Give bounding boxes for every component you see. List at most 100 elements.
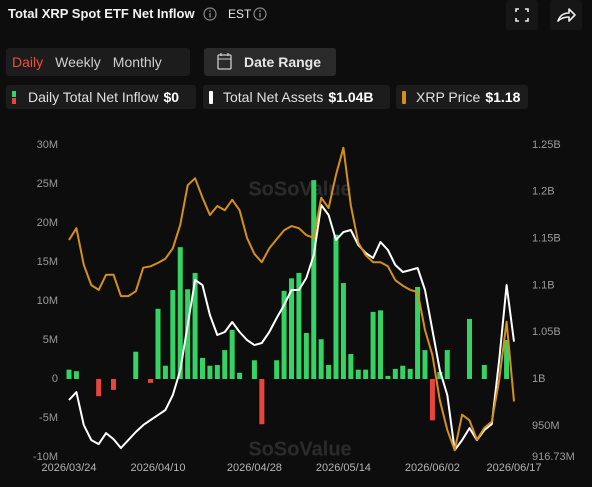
bar xyxy=(504,340,510,379)
bar xyxy=(289,278,294,379)
bar xyxy=(96,379,102,397)
y2-tick-label: 916.73M xyxy=(532,451,575,463)
y2-tick-label: 1.1B xyxy=(532,279,555,291)
legend-value: $1.04B xyxy=(328,89,374,105)
bar xyxy=(370,311,376,379)
tab[interactable]: Monthly xyxy=(112,54,162,70)
bar xyxy=(296,272,302,379)
bar xyxy=(392,368,398,379)
legend-value: $1.18 xyxy=(485,89,521,105)
y-tick-label: -10M xyxy=(33,451,58,463)
legend-swatch xyxy=(402,91,406,104)
info-icon[interactable] xyxy=(203,7,217,21)
bar xyxy=(333,234,339,379)
info-icon[interactable] xyxy=(253,7,267,21)
bar xyxy=(318,339,324,379)
tab-group: Daily Weekly Monthly xyxy=(6,48,190,76)
bar xyxy=(348,354,354,379)
y2-tick-label: 1.15B xyxy=(532,233,561,245)
bar xyxy=(400,365,406,379)
x-tick-label: 2026/06/17 xyxy=(486,462,541,474)
watermark: SoSoValue xyxy=(248,438,351,460)
y-tick-label: -5M xyxy=(39,412,58,424)
share-button[interactable] xyxy=(550,0,582,30)
bar xyxy=(363,369,369,379)
y-tick-label: 30M xyxy=(37,139,58,151)
bar xyxy=(355,369,361,379)
y2-tick-label: 1.25B xyxy=(532,139,561,151)
bar xyxy=(437,371,443,379)
bar xyxy=(429,379,435,421)
bar xyxy=(66,369,72,379)
bar xyxy=(378,310,383,379)
fullscreen-button[interactable] xyxy=(506,0,538,30)
bar xyxy=(422,350,428,379)
line xyxy=(68,146,515,452)
y-tick-label: 15M xyxy=(37,256,58,268)
y2-tick-label: 1B xyxy=(532,373,545,385)
x-tick-label: 2026/06/02 xyxy=(405,462,460,474)
x-tick-label: 2026/03/24 xyxy=(41,462,96,474)
bar xyxy=(303,332,309,379)
bar xyxy=(407,368,413,379)
bar xyxy=(311,180,317,379)
tab[interactable]: Weekly xyxy=(55,54,101,70)
bar xyxy=(222,350,228,379)
y2-tick-label: 950M xyxy=(532,420,560,432)
date-range-label: Date Range xyxy=(244,54,322,70)
bar xyxy=(481,364,487,379)
bar xyxy=(274,360,280,379)
bar xyxy=(467,318,472,379)
legend-swatch xyxy=(209,91,213,104)
x-tick-label: 2026/05/14 xyxy=(316,462,371,474)
bar xyxy=(200,357,205,379)
bar xyxy=(73,371,79,379)
bar xyxy=(229,329,235,379)
bar xyxy=(185,289,191,379)
bar xyxy=(155,308,161,379)
tab[interactable]: Daily xyxy=(12,54,44,70)
calendar-icon xyxy=(217,53,232,70)
bar xyxy=(162,365,168,379)
legend-item[interactable]: Daily Total Net Inflow $0 xyxy=(6,85,196,109)
bar xyxy=(170,290,176,379)
bar xyxy=(207,365,213,379)
bar xyxy=(415,286,421,379)
bar xyxy=(133,351,139,379)
y-tick-label: 5M xyxy=(43,334,58,346)
legend-item[interactable]: XRP Price $1.18 xyxy=(396,85,528,109)
title: Total XRP Spot ETF Net Inflow xyxy=(8,6,195,21)
y-tick-label: 10M xyxy=(37,295,58,307)
y-tick-label: 20M xyxy=(37,217,58,229)
y-tick-label: 0 xyxy=(52,373,58,385)
legend-swatch xyxy=(12,91,16,104)
x-tick-label: 2026/04/10 xyxy=(130,462,185,474)
legend-label: Total Net Assets xyxy=(223,89,324,105)
bar xyxy=(251,360,257,379)
watermark: SoSoValue xyxy=(248,178,351,200)
timezone: EST xyxy=(228,7,252,21)
date-range-button[interactable]: Date Range xyxy=(204,48,336,76)
bar xyxy=(177,247,183,379)
x-tick-label: 2026/04/28 xyxy=(227,462,282,474)
bar xyxy=(111,379,116,390)
legend-label: Daily Total Net Inflow xyxy=(28,89,159,105)
y2-tick-label: 1.05B xyxy=(532,326,561,338)
bar xyxy=(237,372,243,379)
legend-item[interactable]: Total Net Assets $1.04B xyxy=(203,85,390,109)
legend-label: XRP Price xyxy=(416,89,481,105)
line xyxy=(68,204,515,452)
bar xyxy=(148,379,154,383)
bar xyxy=(192,272,198,379)
bar xyxy=(214,364,220,379)
bar xyxy=(340,283,346,379)
y2-tick-label: 1.2B xyxy=(532,186,555,198)
legend-value: $0 xyxy=(163,89,180,105)
bar xyxy=(385,375,391,379)
bar xyxy=(259,379,265,425)
bar xyxy=(326,364,332,379)
bar xyxy=(444,350,450,379)
y-tick-label: 25M xyxy=(37,178,58,190)
